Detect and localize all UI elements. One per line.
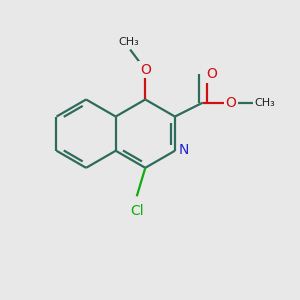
Text: O: O — [206, 68, 217, 81]
Text: O: O — [226, 96, 236, 110]
Text: CH₃: CH₃ — [118, 37, 139, 47]
Text: Cl: Cl — [130, 204, 144, 218]
Text: CH₃: CH₃ — [255, 98, 276, 108]
Text: O: O — [140, 63, 151, 77]
Text: N: N — [179, 143, 189, 157]
